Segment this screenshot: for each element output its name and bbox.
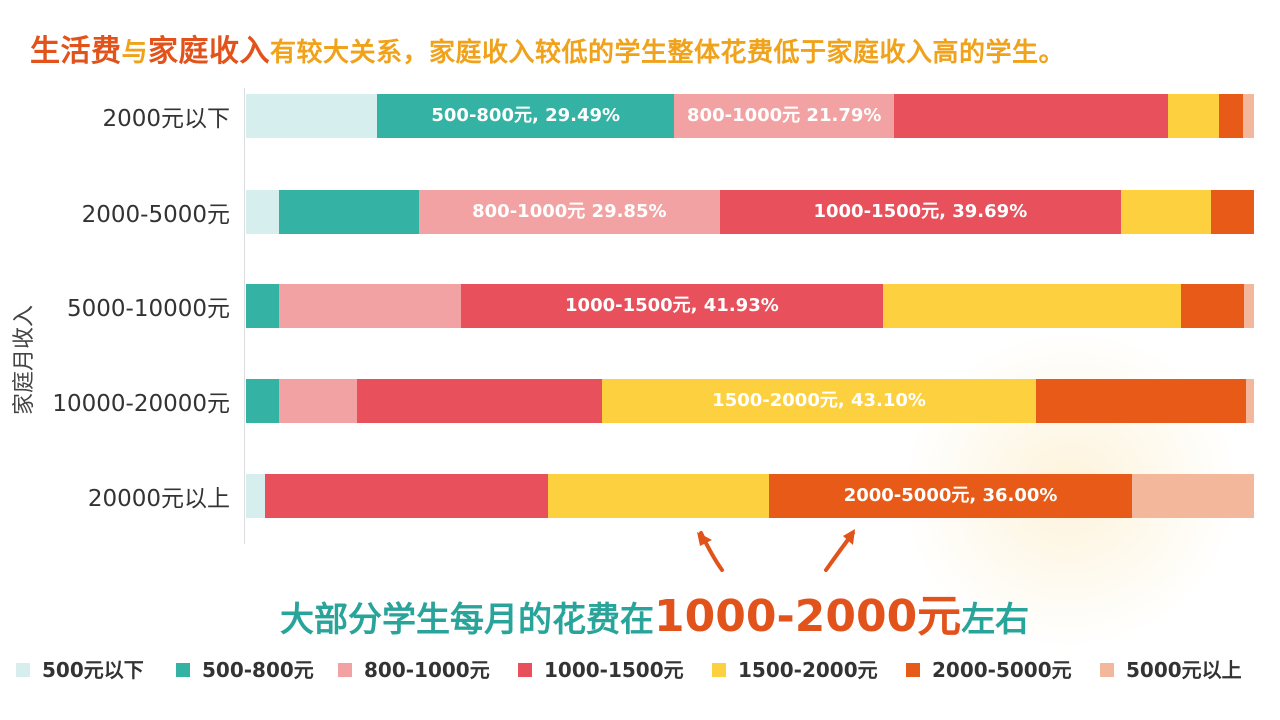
bar-segment	[246, 379, 280, 423]
bar-segment	[279, 284, 461, 328]
bar-segment	[279, 190, 419, 234]
bar-segment	[356, 379, 602, 423]
category-label: 2000-5000元	[81, 202, 230, 228]
bar-segment	[460, 284, 884, 328]
category-label: 20000元以上	[87, 486, 230, 512]
bar-segment	[418, 190, 720, 234]
data-label: 500-800元, 29.49%	[431, 105, 621, 126]
bar-segment	[1218, 94, 1243, 138]
data-label: 1000-1500元, 39.69%	[813, 201, 1028, 222]
right-arrow-head-icon	[843, 529, 855, 545]
legend-label: 500-800元	[202, 658, 314, 682]
legend-swatch	[176, 663, 190, 677]
bar-row	[246, 94, 1254, 138]
bar-segment	[1210, 190, 1254, 234]
chart-legend: 500元以下 500-800元 800-1000元 1000-1500元 1500-20…	[16, 656, 1276, 684]
chart-headline: 生活费与家庭收入有较大关系，家庭收入较低的学生整体花费低于家庭收入高的学生。	[30, 26, 1065, 70]
bar-segment	[246, 190, 280, 234]
legend-label: 2000-5000元	[932, 658, 1072, 682]
legend-label: 5000元以上	[1126, 658, 1242, 682]
bar-row	[246, 474, 1254, 518]
headline-part-4: 有较大关系，家庭收入较低的学生整体花费低于家庭收入高的学生。	[270, 38, 1066, 68]
legend-label: 500元以下	[42, 658, 144, 682]
left-arrow-head-icon	[697, 532, 712, 546]
bar-segment	[1132, 474, 1254, 518]
data-label: 2000-5000元, 36.00%	[843, 485, 1058, 506]
data-label: 800-1000元 29.85%	[472, 201, 667, 222]
headline-part-1: 生活费	[30, 34, 122, 69]
bar-segment	[548, 474, 770, 518]
y-axis-line	[244, 88, 245, 544]
bar-segment	[1245, 379, 1254, 423]
chart-subtitle: 大部分学生每月的花费在1000-2000元左右	[280, 580, 1029, 644]
subtitle-part-3: 左右	[961, 600, 1030, 640]
bar-segment	[1243, 284, 1254, 328]
legend-swatch	[338, 663, 352, 677]
bar-segment	[1181, 284, 1244, 328]
bar-segment	[279, 379, 357, 423]
bar-segment	[1242, 94, 1254, 138]
category-label: 2000元以下	[102, 106, 230, 132]
legend-swatch	[1100, 663, 1114, 677]
subtitle-part-1: 大部分学生每月的花费在	[280, 600, 654, 640]
category-label: 5000-10000元	[67, 296, 230, 322]
legend-swatch	[16, 663, 30, 677]
bar-row	[246, 284, 1254, 328]
data-label: 1500-2000元, 43.10%	[712, 390, 926, 411]
bar-segment	[246, 284, 280, 328]
bar-row	[246, 190, 1254, 234]
bar-segment	[1120, 190, 1211, 234]
bar-segment	[1168, 94, 1219, 138]
bar-segment	[265, 474, 549, 518]
bar-segment	[894, 94, 1169, 138]
legend-label: 1000-1500元	[544, 658, 684, 682]
bar-segment	[674, 94, 895, 138]
data-label: 800-1000元 21.79%	[687, 105, 882, 126]
bar-segment	[1036, 379, 1246, 423]
headline-part-2: 与	[121, 38, 149, 68]
legend-swatch	[518, 663, 532, 677]
headline-part-3: 家庭收入	[148, 34, 271, 69]
data-label: 1000-1500元, 41.93%	[565, 295, 779, 316]
category-label: 10000-20000元	[52, 391, 230, 417]
legend-label: 800-1000元	[364, 658, 490, 682]
bar-segment	[601, 379, 1037, 423]
bar-segment	[883, 284, 1182, 328]
bar-segment	[246, 474, 266, 518]
subtitle-highlight: 1000-2000元	[654, 591, 962, 642]
bar-row	[246, 379, 1254, 423]
legend-swatch	[712, 663, 726, 677]
legend-swatch	[906, 663, 920, 677]
legend-label: 1500-2000元	[738, 658, 878, 682]
bar-segment	[246, 94, 378, 138]
bar-segment	[377, 94, 675, 138]
bar-segment	[720, 190, 1121, 234]
bar-segment	[769, 474, 1133, 518]
